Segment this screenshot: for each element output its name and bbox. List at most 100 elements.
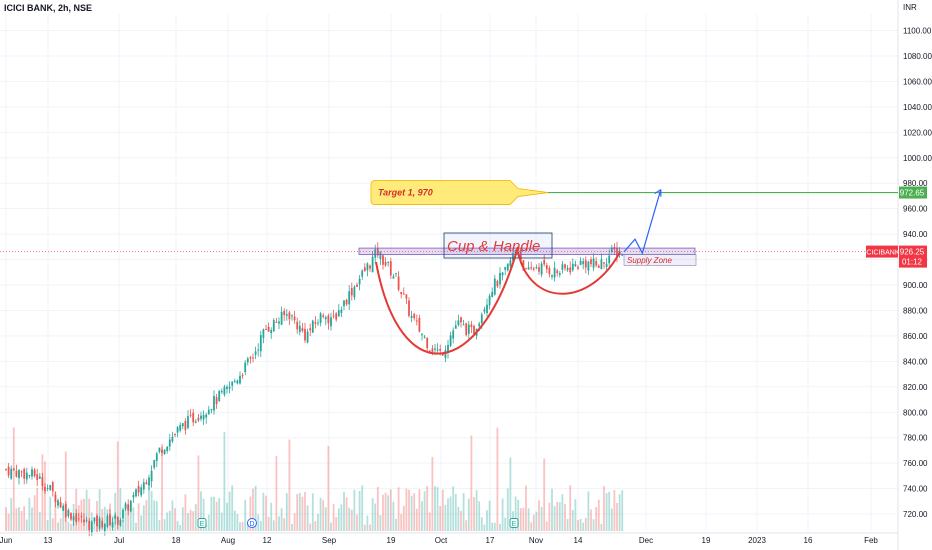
- time-tick-label: Dec: [639, 536, 653, 545]
- volume-bar: [88, 498, 91, 531]
- candle-body: [124, 503, 127, 509]
- volume-bar: [267, 516, 270, 531]
- candle-body: [12, 468, 15, 471]
- candle-body: [389, 261, 392, 276]
- volume-bar: [283, 518, 286, 531]
- candle-body: [7, 466, 10, 476]
- volume-bar: [28, 497, 31, 531]
- volume-bar: [275, 455, 278, 531]
- volume-bar: [181, 507, 184, 531]
- candle-body: [49, 485, 52, 490]
- candle-body: [148, 477, 150, 486]
- price-tick-label: 1040.00: [903, 103, 932, 112]
- cup-curve: [375, 246, 519, 355]
- candle-body: [150, 470, 153, 482]
- candle-body: [616, 247, 618, 257]
- candle-body: [431, 348, 434, 352]
- volume-bar: [337, 508, 340, 531]
- candle-body: [166, 446, 169, 452]
- volume-bar: [444, 505, 447, 531]
- price-tick-label: 720.00: [903, 510, 928, 519]
- candle-body: [434, 348, 436, 350]
- volume-bar: [179, 524, 182, 531]
- candle-body: [548, 267, 551, 275]
- price-tick-label: 960.00: [903, 205, 928, 214]
- candle-body: [213, 395, 215, 411]
- volume-bar: [285, 493, 288, 531]
- volume-bar: [241, 521, 244, 531]
- volume-bar: [548, 502, 551, 531]
- candle-body: [319, 313, 322, 323]
- candle-body: [257, 349, 260, 351]
- volume-bar: [408, 489, 410, 531]
- volume-bar: [291, 524, 293, 531]
- candle-body: [376, 248, 379, 256]
- candle-body: [608, 255, 611, 264]
- candle-body: [46, 488, 49, 490]
- candle-body: [428, 350, 431, 352]
- candle-body: [103, 523, 106, 531]
- candle-body: [439, 349, 442, 351]
- candle-body: [38, 476, 41, 479]
- candle-body: [171, 436, 174, 442]
- volume-bar: [556, 501, 559, 531]
- candle-body: [395, 273, 397, 275]
- volume-bar: [44, 461, 46, 531]
- volume-bar: [124, 502, 127, 531]
- candle-body: [249, 357, 252, 359]
- candle-body: [129, 500, 132, 512]
- volume-bar: [421, 501, 423, 531]
- volume-bar: [376, 486, 379, 531]
- candle-body: [90, 521, 93, 533]
- volume-bar: [517, 499, 520, 531]
- candle-body: [337, 310, 340, 317]
- volume-bar: [296, 494, 299, 531]
- volume-bar: [496, 427, 499, 531]
- candle-body: [545, 265, 548, 270]
- price-tick-label: 980.00: [903, 179, 928, 188]
- volume-bar: [571, 509, 574, 531]
- volume-bar: [314, 521, 317, 531]
- candle-body: [301, 328, 304, 331]
- candle-body: [330, 317, 332, 327]
- volume-bar: [418, 489, 421, 531]
- candle-body: [423, 336, 426, 338]
- candle-body: [116, 517, 119, 525]
- volume-bar: [288, 439, 291, 531]
- volume-bar: [488, 500, 491, 531]
- candle-body: [569, 267, 572, 273]
- candle-body: [405, 294, 408, 299]
- candle-body: [296, 321, 299, 330]
- candle-body: [457, 320, 460, 326]
- volume-bar: [265, 495, 267, 531]
- volume-bar: [379, 515, 382, 531]
- candle-body: [603, 262, 605, 264]
- volume-bar: [249, 496, 252, 531]
- candle-body: [452, 330, 455, 339]
- volume-bar: [116, 441, 119, 531]
- pattern-label: Cup & Handle: [447, 238, 540, 255]
- volume-bar: [233, 510, 236, 531]
- candle-body: [366, 263, 369, 271]
- candle-body: [322, 315, 325, 317]
- volume-bar: [176, 520, 179, 531]
- candle-body: [270, 330, 273, 334]
- candle-body: [161, 449, 163, 453]
- volume-bar: [582, 522, 585, 531]
- candle-body: [512, 253, 514, 261]
- candle-body: [454, 325, 457, 329]
- volume-bar: [493, 522, 496, 531]
- volume-bar: [540, 507, 543, 531]
- candle-body: [77, 518, 80, 520]
- volume-bar: [618, 494, 621, 531]
- candle-body: [226, 386, 228, 389]
- volume-bar: [369, 524, 371, 531]
- candle-body: [181, 423, 184, 427]
- volume-bar: [231, 485, 234, 531]
- candle-body: [397, 276, 400, 290]
- volume-bar: [166, 512, 169, 531]
- volume-bar: [592, 519, 595, 531]
- candle-body: [291, 315, 293, 317]
- price-tick-label: 880.00: [903, 306, 928, 315]
